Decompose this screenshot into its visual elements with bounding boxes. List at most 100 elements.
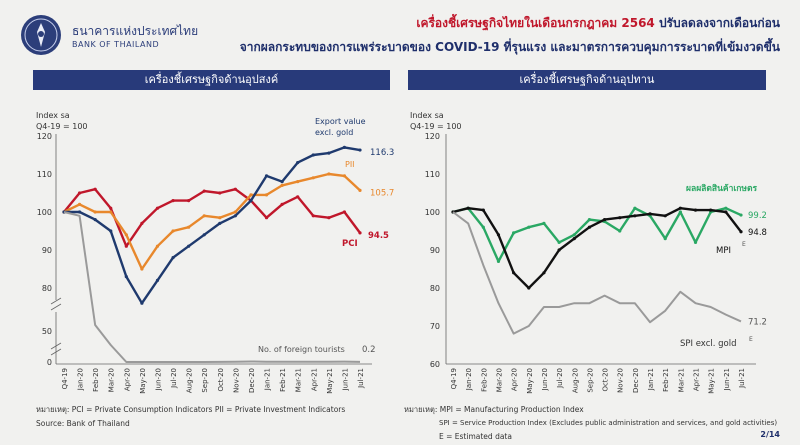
right-xtick-label: Mar-20 [495, 368, 503, 392]
mpi-end-label: 94.8 [748, 228, 767, 238]
mpi-estimate-mark: E [742, 241, 746, 248]
right-xtick-label: Jan-21 [647, 368, 655, 391]
right-series-point-1 [618, 216, 622, 220]
org-name-en: BANK OF THAILAND [72, 40, 160, 49]
right-series-point-1 [693, 208, 698, 212]
right-xtick-label: May-21 [708, 368, 716, 394]
left-xtick-label: Feb-20 [92, 368, 100, 392]
left-series-point-2 [296, 161, 300, 165]
left-series-point-1 [93, 210, 97, 214]
right-xtick-label: Nov-20 [617, 368, 625, 393]
left-series-point-1 [187, 225, 191, 229]
left-series-point-1 [249, 193, 253, 197]
left-series-point-0 [264, 216, 269, 220]
right-series-point-1 [481, 208, 485, 212]
pii-series-label: PII [345, 160, 355, 169]
right-series-point-0 [678, 210, 682, 214]
left-series-point-2 [233, 214, 237, 218]
left-xtick-label: Mar-20 [108, 368, 116, 392]
left-source: Source: Bank of Thailand [36, 419, 130, 428]
left-series-point-1 [202, 214, 206, 218]
left-series-point-2 [93, 218, 97, 222]
right-xtick-label: Q4-19 [450, 368, 458, 389]
pii-end-label: 105.7 [370, 188, 394, 198]
left-xtick-label: Aug-20 [186, 368, 194, 393]
left-series-point-2 [327, 151, 331, 155]
right-xtick-label: Feb-21 [662, 368, 670, 392]
left-series-line-2 [64, 146, 361, 305]
right-xtick-label: Jun-20 [541, 368, 549, 391]
left-series-point-0 [124, 244, 128, 248]
right-series-line-1 [452, 206, 742, 290]
spi-series-label: SPI excl. gold [680, 339, 736, 349]
left-xtick-label: Jan-21 [264, 368, 272, 391]
header: ธนาคารแห่งประเทศไทย BANK OF THAILAND เคร… [0, 0, 800, 62]
left-ytick-label: 0 [47, 358, 52, 367]
page-title-rest: ปรับลดลงจากเดือนก่อน [654, 16, 780, 30]
right-series-point-1 [587, 225, 592, 229]
export-series-label-line2: excl. gold [315, 128, 353, 137]
tourists-series-label: No. of foreign tourists [258, 345, 345, 354]
right-series-point-1 [648, 212, 652, 216]
left-series-line-1 [63, 172, 361, 271]
left-series-point-0 [218, 191, 222, 195]
right-series-point-0 [481, 225, 485, 229]
right-series-point-1 [572, 237, 576, 241]
left-series-point-0 [93, 187, 97, 191]
bank-of-thailand-logo-icon [21, 15, 61, 55]
left-series-point-2 [77, 210, 82, 214]
right-series-point-1 [512, 271, 516, 275]
right-ytick-label: 60 [430, 360, 440, 369]
left-axis-break-mark [50, 297, 62, 305]
right-series-point-1 [527, 286, 531, 290]
right-series-point-1 [557, 248, 561, 252]
tourists-end-label: 0.2 [362, 345, 376, 355]
left-xtick-label: Q4-19 [61, 368, 69, 389]
right-ytick-label: 100 [425, 208, 440, 217]
mpi-series-label: MPI [716, 246, 731, 256]
page-number: 2/14 [760, 430, 780, 439]
left-xtick-label: Nov-20 [232, 368, 240, 393]
right-series-point-0 [572, 233, 576, 237]
right-series-point-1 [678, 206, 682, 210]
left-series-point-1 [280, 183, 284, 187]
left-series-point-2 [218, 221, 222, 225]
right-series-point-1 [466, 206, 470, 210]
left-series-point-0 [77, 191, 82, 195]
left-ylabel: Index sa [36, 111, 70, 120]
agri-series-label: ผลผลิตสินค้าเกษตร [686, 183, 758, 194]
left-axis-break-mark [50, 348, 62, 356]
right-ytick-label: 110 [425, 170, 440, 179]
left-series-point-0 [311, 214, 315, 218]
right-series-point-1 [602, 218, 607, 222]
left-series-point-1 [264, 193, 269, 197]
left-xtick-label: Feb-21 [279, 368, 287, 392]
page-title: เครื่องชี้เศรษฐกิจไทยในเดือนกรกฎาคม 2564… [416, 14, 780, 33]
left-series-point-2 [124, 275, 128, 279]
left-series-line-3 [63, 211, 361, 363]
left-series-point-2 [155, 278, 160, 282]
left-xtick-label: Jun-20 [154, 368, 162, 391]
right-footnote-estimate: E = Estimated data [439, 432, 512, 441]
right-xtick-label: Aug-20 [571, 368, 579, 393]
supply-panel-title: เครื่องชี้เศรษฐกิจด้านอุปทาน [408, 70, 766, 90]
left-series-point-1 [342, 174, 347, 178]
left-series-point-0 [296, 195, 300, 199]
export-end-label: 116.3 [370, 148, 394, 158]
left-series-point-2 [264, 174, 269, 178]
right-ytick-label: 80 [430, 284, 440, 293]
right-xtick-label: Apr-20 [511, 368, 519, 391]
spi-end-label: 71.2 [748, 317, 767, 327]
right-footnote-mpi: หมายเหตุ: MPI = Manufacturing Production… [404, 405, 584, 414]
right-ylabel: Index sa [410, 111, 444, 120]
right-footnote-spi: SPI = Service Production Index (Excludes… [439, 419, 778, 427]
left-series-point-2 [171, 256, 175, 260]
left-series-point-0 [140, 221, 144, 225]
right-series-point-1 [724, 210, 728, 214]
right-series-point-0 [724, 206, 728, 210]
left-xtick-label: Dec-20 [248, 368, 256, 393]
left-series-point-0 [233, 187, 237, 191]
right-xtick-label: Dec-20 [632, 368, 640, 393]
left-series-point-2 [109, 229, 113, 233]
left-series-point-2 [187, 244, 191, 248]
